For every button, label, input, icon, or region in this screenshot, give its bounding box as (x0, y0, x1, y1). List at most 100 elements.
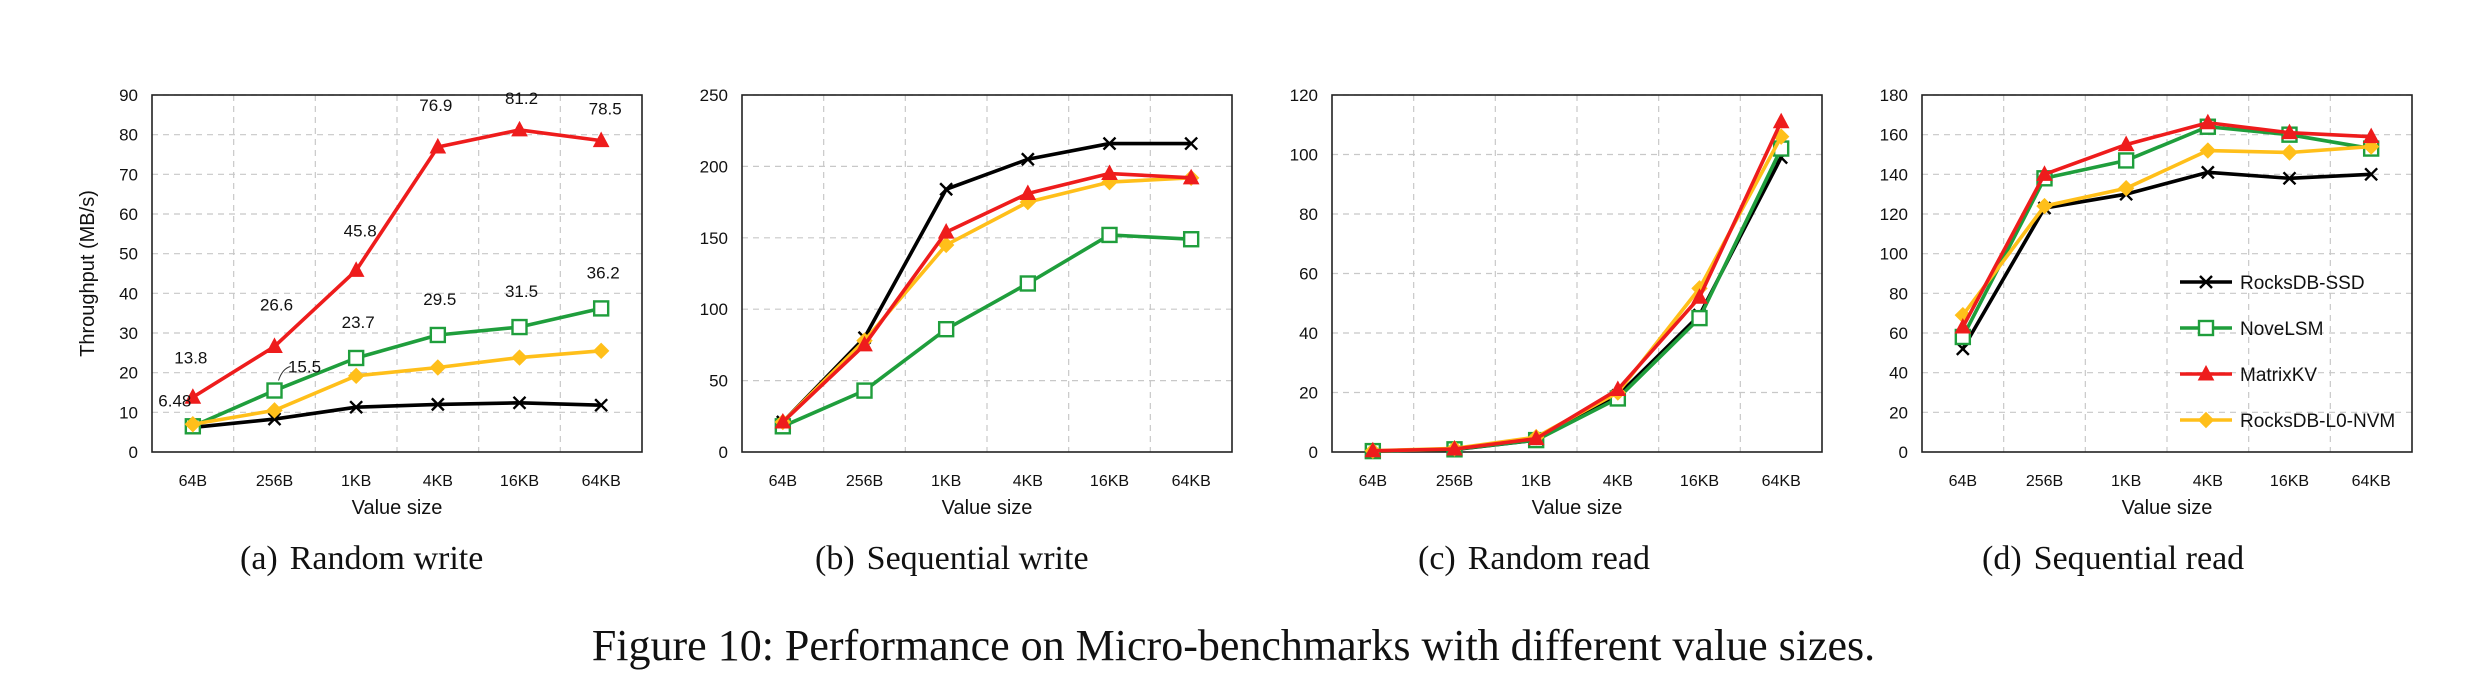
plot-frame (151, 94, 643, 453)
series-line-matrixkv (1372, 121, 1783, 453)
y-tick-label: 40 (1299, 324, 1318, 343)
data-point-rocksdb-l0-nvm (2281, 144, 2298, 161)
gridlines (742, 94, 1232, 452)
data-point-matrixkv (1527, 429, 1545, 446)
x-axis-label: Value size (1532, 497, 1623, 519)
data-point-matrixkv (429, 137, 447, 154)
data-point-rocksdb-ssd (2364, 167, 2379, 182)
x-axis-label: Value size (2122, 497, 2213, 519)
x-tick-label: 64B (1949, 473, 1977, 490)
data-label: 36.2 (587, 263, 620, 282)
x-axis-label: Value size (942, 497, 1033, 519)
caption-title: Sequential write (866, 540, 1089, 577)
x-tick-label: 64KB (1172, 473, 1211, 490)
y-tick-label: 100 (700, 300, 728, 319)
data-point-rocksdb-l0-nvm (592, 342, 610, 360)
chart-random-read: 0 20 40 60 80 100 120 64B 256B 1KB 4KB 16KB 64KB Valu… (1250, 60, 1850, 530)
series-line-matrixkv (781, 171, 1192, 424)
legend-marker (2197, 319, 2215, 337)
data-label: 78.5 (589, 100, 622, 119)
x-tick-label: 64B (769, 473, 797, 490)
caption-letter: (d) (1982, 540, 2022, 577)
data-label: 6.48 (158, 391, 191, 410)
data-point-novelsm (1691, 309, 1708, 327)
y-tick-label: 60 (1299, 265, 1318, 284)
data-point-rocksdb-l0-nvm (184, 416, 202, 433)
x-tick-label: 256B (2026, 473, 2063, 490)
x-tick-label: 1KB (931, 473, 961, 490)
data-point-novelsm (937, 320, 955, 338)
data-point-novelsm (592, 300, 610, 317)
data-point-matrixkv (1364, 441, 1382, 458)
data-point-matrixkv (2036, 165, 2053, 181)
data-point-matrixkv (1772, 112, 1790, 129)
data-point-rocksdb-ssd (2282, 171, 2297, 186)
figure-caption: Figure 10: Performance on Micro-benchmar… (591, 621, 1876, 670)
data-point-rocksdb-ssd (267, 412, 282, 426)
chart-random-write: 0 10 20 30 40 50 60 70 80 90 64B 256B 1KB 4KB 16KB 64KB… (70, 60, 670, 530)
series-line-rocksdb-l0-nvm (192, 349, 602, 427)
y-tick-label: 10 (119, 403, 138, 422)
data-point-matrixkv (511, 120, 528, 137)
caption-letter: (b) (815, 540, 855, 577)
data-point-matrixkv (1691, 288, 1708, 304)
chart-svg: 0 20 40 60 80 100 120 64B 256B 1KB 4KB 16KB 64KB Valu… (1290, 86, 1823, 519)
data-point-matrixkv (2117, 135, 2135, 152)
x-tick-label: 16KB (500, 473, 539, 490)
caption-random-read: (c) Random read (1418, 540, 1650, 578)
data-point-novelsm (856, 382, 873, 399)
y-tick-label: 80 (119, 126, 138, 145)
y-tick-label: 50 (709, 372, 728, 391)
data-label: 23.7 (342, 313, 375, 332)
legend-label: RocksDB-SSD (2240, 273, 2365, 294)
y-tick-label: 60 (119, 205, 138, 224)
plot-frame (741, 94, 1233, 453)
data-point-matrixkv (1954, 317, 1972, 334)
y-tick-label: 30 (119, 324, 138, 343)
plot-frame (1921, 94, 2413, 453)
y-tick-label: 0 (1309, 443, 1318, 462)
series-line-matrixkv (1961, 120, 2372, 328)
legend-label: MatrixKV (2240, 365, 2317, 386)
data-label: 15.5 (288, 358, 321, 377)
caption-title: Random read (1467, 540, 1650, 577)
data-point-novelsm (266, 382, 283, 399)
data-point-rocksdb-l0-nvm (347, 367, 365, 385)
chart-svg: 0 10 20 30 40 50 60 70 80 90 64B 256B 1KB 4KB 16KB 64KB… (77, 86, 643, 519)
chart-sequential-read: 0 20 40 60 80 100 120 140 160 180 64B 256B 1KB 4KB 16K… (1840, 60, 2440, 530)
data-point-rocksdb-ssd (1102, 136, 1117, 151)
data-point-novelsm (429, 326, 447, 344)
data-point-matrixkv (1182, 168, 1200, 185)
chart-svg: 0 50 100 150 200 250 64B 256B 1KB 4KB 16KB 64KB Valu… (700, 86, 1233, 519)
data-point-rocksdb-l0-nvm (266, 402, 283, 419)
y-tick-label: 0 (1899, 443, 1908, 462)
caption-sequential-write: (b) Sequential write (815, 540, 1089, 578)
data-point-novelsm (1182, 231, 1200, 248)
y-tick-label: 20 (1299, 384, 1318, 403)
data-label: 31.5 (505, 282, 538, 301)
data-point-rocksdb-ssd (939, 182, 954, 197)
x-tick-label: 256B (1436, 473, 1473, 490)
chart-svg: 0 20 40 60 80 100 120 140 160 180 64B 256B 1KB 4KB 16K… (1880, 86, 2413, 519)
series-line-novelsm (192, 306, 602, 428)
data-point-novelsm (347, 349, 365, 367)
y-tick-label: 40 (1889, 364, 1908, 383)
x-tick-label: 64KB (2352, 473, 2391, 490)
y-tick-label: 120 (1880, 205, 1908, 224)
data-point-rocksdb-l0-nvm (2117, 180, 2135, 197)
data-label: 29.5 (423, 290, 456, 309)
data-point-rocksdb-ssd (1020, 152, 1035, 167)
x-tick-label: 64KB (582, 473, 621, 490)
series-line-novelsm (1961, 124, 2372, 338)
data-point-matrixkv (1446, 439, 1463, 456)
series-matrixkv (1954, 113, 2380, 334)
data-point-matrixkv (184, 388, 202, 404)
x-tick-label: 4KB (423, 473, 453, 490)
data-point-novelsm (1101, 226, 1118, 244)
series-novelsm (1364, 140, 1790, 460)
y-tick-label: 120 (1290, 86, 1318, 105)
data-point-matrixkv (592, 131, 610, 148)
y-axis-label: Throughput (MB/s) (77, 190, 99, 357)
y-tick-label: 80 (1299, 205, 1318, 224)
series-line-rocksdb-ssd (192, 401, 602, 430)
